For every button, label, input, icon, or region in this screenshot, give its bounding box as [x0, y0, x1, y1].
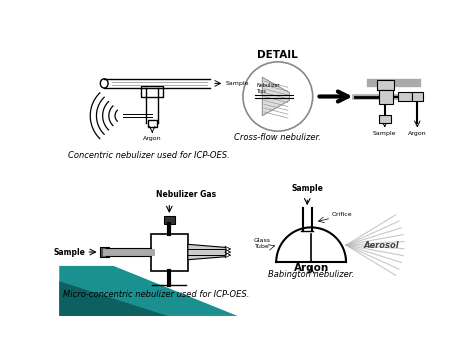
Text: Sample: Sample: [226, 81, 249, 86]
Polygon shape: [262, 77, 290, 116]
Text: Sample: Sample: [54, 247, 86, 257]
FancyBboxPatch shape: [377, 80, 394, 90]
Polygon shape: [188, 244, 226, 260]
FancyBboxPatch shape: [164, 216, 175, 224]
Polygon shape: [59, 281, 168, 316]
Text: Argon: Argon: [408, 131, 427, 136]
Circle shape: [243, 62, 313, 131]
Text: Cross-flow nebulizer.: Cross-flow nebulizer.: [234, 133, 321, 142]
Text: Sample: Sample: [292, 184, 323, 193]
FancyBboxPatch shape: [379, 90, 392, 104]
FancyBboxPatch shape: [147, 120, 157, 126]
Ellipse shape: [100, 79, 108, 88]
Text: Concentric nebulizer used for ICP-OES.: Concentric nebulizer used for ICP-OES.: [67, 151, 229, 160]
Text: Babington nebulizer.: Babington nebulizer.: [268, 271, 354, 279]
Text: Nebulizer Gas: Nebulizer Gas: [156, 190, 216, 198]
Polygon shape: [59, 266, 237, 316]
Text: Argon: Argon: [143, 136, 162, 141]
Text: DETAIL: DETAIL: [257, 50, 298, 60]
FancyBboxPatch shape: [412, 92, 423, 101]
Text: Nebulizer
Tips: Nebulizer Tips: [256, 83, 280, 94]
FancyBboxPatch shape: [141, 87, 163, 97]
FancyBboxPatch shape: [151, 234, 188, 271]
Text: Glass
Tube: Glass Tube: [254, 239, 271, 249]
Text: Orifice: Orifice: [332, 212, 353, 217]
Text: Micro-concentric nebulizer used for ICP-OES.: Micro-concentric nebulizer used for ICP-…: [63, 290, 249, 299]
Text: Sample: Sample: [373, 131, 396, 136]
FancyBboxPatch shape: [398, 92, 412, 101]
FancyBboxPatch shape: [100, 247, 109, 257]
Text: Aerosol: Aerosol: [363, 241, 399, 250]
FancyBboxPatch shape: [379, 115, 391, 123]
Text: Argon: Argon: [293, 263, 329, 273]
